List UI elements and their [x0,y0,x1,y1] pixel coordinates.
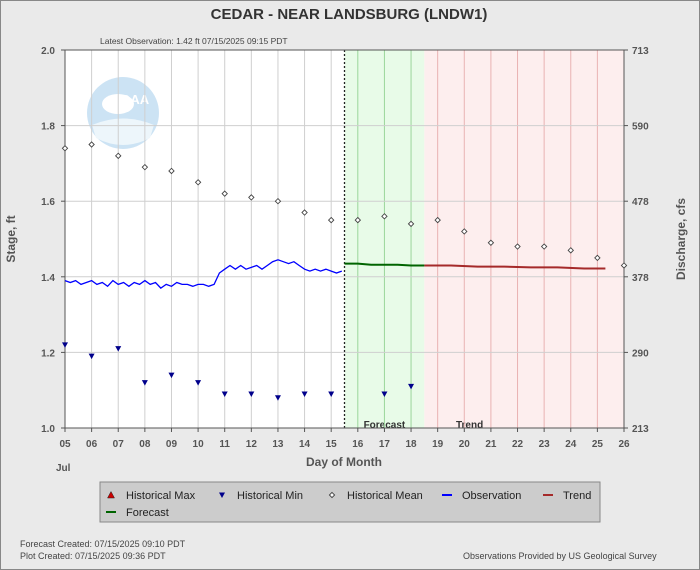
observation-line [64,259,343,289]
historical-mean-point [88,141,95,148]
historical-mean-point [514,243,521,250]
historical-min-point [62,342,68,348]
month-label: Jul [56,463,71,474]
x-tick-label: 07 [113,439,125,450]
historical-mean-point [115,152,122,160]
x-tick-label: 23 [539,439,551,450]
trend-region [424,50,624,428]
x-tick-label: 11 [219,439,230,450]
legend-label-historical-max: Historical Max [126,490,196,502]
y-tick-label: 1.4 [41,273,55,284]
historical-mean-point [168,167,175,175]
historical-mean-point [301,209,308,216]
x-tick-label: 15 [326,439,338,450]
historical-min-point [168,372,175,379]
historical-mean-point [620,262,628,269]
x-tick-label: 24 [565,439,577,450]
y2-axis-label: Discharge, cfs [674,198,688,280]
legend-swatch-historical-min [219,492,225,498]
x-tick-label: 13 [272,439,284,450]
y-tick-label: 1.0 [41,424,55,435]
historical-min-point [115,346,122,352]
forecast-line [344,262,425,267]
trend-region-label: Trend [456,420,483,431]
historical-min-point [248,391,255,397]
x-tick-label: 14 [299,439,311,450]
x-tick-label: 05 [59,439,71,450]
y2-tick-label: 290 [632,348,649,359]
historical-mean-point [327,216,335,224]
historical-min-point [301,391,308,397]
y2-tick-label: 478 [632,197,649,208]
data-source-note: Observations Provided by US Geological S… [463,551,657,561]
y2-tick-label: 378 [632,273,649,284]
x-tick-label: 18 [405,439,417,450]
historical-mean-point [487,239,495,247]
historical-min-point [221,391,228,397]
legend-label-forecast: Forecast [126,507,169,519]
noaa-logo-text: NOAA [111,92,150,107]
x-tick-label: 08 [139,439,151,450]
historical-mean-point [381,213,388,220]
x-tick-label: 22 [512,439,524,450]
y-tick-label: 1.6 [41,197,55,208]
historical-min-point [274,395,281,401]
y2-tick-label: 590 [632,122,649,133]
legend-swatch-historical-mean [328,491,336,499]
historical-min-point [195,380,202,386]
historical-min-point [381,391,388,397]
historical-mean-point [194,179,202,186]
y-tick-label: 1.2 [41,348,55,359]
noaa-logo: NOAA [87,77,159,149]
x-tick-label: 16 [352,439,364,450]
legend-label-historical-min: Historical Min [237,490,303,502]
y2-tick-label: 213 [632,424,649,435]
historical-mean-point [461,228,468,235]
y-tick-label: 2.0 [41,46,55,57]
historical-mean-point [434,216,441,224]
x-tick-label: 12 [246,439,258,450]
legend-swatch-historical-max [107,490,115,499]
historical-mean-point [141,163,149,171]
x-tick-label: 09 [166,439,178,450]
chart-subtitle: Latest Observation: 1.42 ft 07/15/2025 0… [100,36,288,46]
x-tick-label: 17 [379,439,391,450]
historical-mean-point [221,190,228,197]
historical-mean-point [354,216,362,224]
historical-mean-point [61,145,69,152]
y-axis-label: Stage, ft [4,215,18,262]
y2-tick-label: 713 [632,46,649,57]
legend-box [99,481,601,523]
x-tick-label: 06 [86,439,98,450]
historical-min-point [88,353,95,360]
historical-mean-point [567,247,574,254]
y-tick-label: 1.8 [41,122,55,133]
forecast-created-note: Forecast Created: 07/15/2025 09:10 PDT [20,539,186,549]
x-tick-label: 10 [193,439,205,450]
chart-title: CEDAR - NEAR LANDSBURG (LNDW1) [211,6,488,23]
historical-mean-point [274,197,282,205]
legend-label-observation: Observation [462,490,521,502]
historical-mean-point [248,194,255,201]
historical-min-point [328,391,335,397]
plot-border [64,49,625,429]
x-tick-label: 21 [485,439,497,450]
x-axis-label: Day of Month [306,455,382,469]
x-tick-label: 20 [459,439,471,450]
historical-mean-point [594,254,601,262]
legend-label-historical-mean: Historical Mean [347,490,423,502]
trend-line [424,264,606,270]
x-tick-label: 19 [432,439,444,450]
legend-label-trend: Trend [563,490,591,502]
historical-mean-point [540,243,548,250]
historical-min-point [141,380,148,386]
x-tick-label: 26 [618,439,630,450]
historical-min-point [408,383,415,390]
plot-created-note: Plot Created: 07/15/2025 09:36 PDT [20,551,166,561]
historical-mean-point [407,220,415,228]
x-tick-label: 25 [592,439,604,450]
